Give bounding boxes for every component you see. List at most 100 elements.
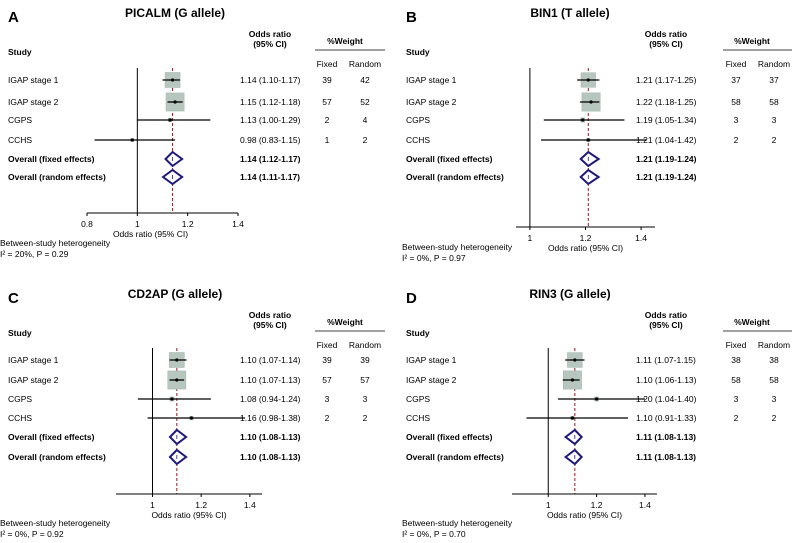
- odds-ratio-value: 1.13 (1.00-1.29): [240, 115, 301, 125]
- weight-header: %Weight: [327, 36, 363, 46]
- fixed-weight: 3: [734, 115, 739, 125]
- weight-header: %Weight: [734, 36, 770, 46]
- odds-ratio-value: 1.10 (1.06-1.13): [636, 375, 697, 385]
- point-estimate: [570, 378, 575, 382]
- fixed-header: Fixed: [317, 59, 338, 69]
- odds-ratio-value: 1.11 (1.07-1.15): [636, 355, 696, 365]
- x-tick-label: 1.2: [591, 500, 603, 510]
- heterogeneity-stats: I² = 0%, P = 0.70: [402, 529, 466, 539]
- odds-ratio-value: 1.21 (1.19-1.24): [636, 172, 697, 182]
- random-header: Random: [349, 340, 381, 350]
- heterogeneity-stats: I² = 0%, P = 0.92: [0, 529, 64, 539]
- random-weight: 2: [363, 135, 368, 145]
- odds-ratio-value: 1.10 (1.07-1.13): [240, 375, 301, 385]
- random-weight: 57: [360, 375, 370, 385]
- fixed-weight: 57: [322, 97, 332, 107]
- point-estimate: [170, 397, 174, 401]
- fixed-weight: 3: [325, 394, 330, 404]
- x-tick-label: 1.2: [195, 500, 207, 510]
- panel-title: CD2AP (G allele): [128, 287, 222, 301]
- panel-letter: A: [8, 9, 19, 26]
- study-label: IGAP stage 2: [8, 97, 59, 107]
- study-label: CGPS: [8, 394, 32, 404]
- ci-header: (95% CI): [649, 39, 683, 49]
- odds-ratio-value: 1.21 (1.17-1.25): [636, 75, 697, 85]
- heterogeneity-stats: I² = 0%, P = 0.97: [402, 253, 466, 263]
- x-tick-label: 0.8: [81, 219, 93, 229]
- random-weight: 2: [363, 413, 368, 423]
- odds-ratio-value: 1.10 (1.07-1.14): [240, 355, 301, 365]
- random-weight: 58: [769, 97, 779, 107]
- weight-header: %Weight: [327, 317, 363, 327]
- x-tick-label: 1: [546, 500, 551, 510]
- panel-b: B BIN1 (T allele) Study Odds ratio(95% CI)%…: [402, 6, 792, 263]
- fixed-weight: 1: [325, 135, 330, 145]
- odds-ratio-value: 1.11 (1.08-1.13): [636, 432, 696, 442]
- odds-ratio-value: 1.11 (1.08-1.13): [636, 452, 696, 462]
- study-label: IGAP stage 1: [8, 355, 59, 365]
- point-estimate: [170, 78, 175, 82]
- ci-header: (95% CI): [253, 39, 287, 49]
- point-estimate: [586, 78, 590, 82]
- random-weight: 52: [360, 97, 370, 107]
- odds-ratio-value: 1.20 (1.04-1.40): [636, 394, 697, 404]
- fixed-weight: 58: [731, 97, 741, 107]
- study-label: CGPS: [406, 115, 430, 125]
- fixed-weight: 2: [325, 115, 330, 125]
- x-axis-label: Odds ratio (95% CI): [113, 229, 188, 239]
- random-weight: 42: [360, 75, 370, 85]
- study-label: IGAP stage 1: [406, 75, 457, 85]
- fixed-weight: 39: [322, 75, 332, 85]
- point-estimate: [581, 118, 585, 122]
- overall-diamond: [168, 448, 188, 466]
- fixed-weight: 39: [322, 355, 332, 365]
- random-header: Random: [349, 59, 381, 69]
- overall-diamond: [579, 150, 601, 168]
- x-tick-label: 1.4: [639, 500, 651, 510]
- heterogeneity-stats: I² = 20%, P = 0.29: [0, 249, 69, 259]
- study-label: Overall (random effects): [8, 172, 106, 182]
- x-tick-label: 1: [150, 500, 155, 510]
- heterogeneity-label: Between-study heterogeneity: [402, 242, 513, 252]
- x-tick-label: 1.4: [244, 500, 256, 510]
- random-weight: 2: [772, 413, 777, 423]
- random-header: Random: [758, 340, 790, 350]
- odds-ratio-value: 1.19 (1.05-1.34): [636, 115, 697, 125]
- overall-diamond: [168, 428, 188, 446]
- panel-title: RIN3 (G allele): [529, 287, 610, 301]
- fixed-weight: 2: [325, 413, 330, 423]
- study-label: Overall (random effects): [406, 452, 504, 462]
- study-label: Overall (fixed effects): [406, 432, 493, 442]
- panel-letter: C: [8, 290, 19, 307]
- odds-ratio-value: 1.14 (1.11-1.17): [240, 172, 300, 182]
- point-estimate: [189, 416, 194, 420]
- x-tick-label: 1.2: [182, 219, 194, 229]
- study-label: CCHS: [8, 135, 32, 145]
- x-axis-label: Odds ratio (95% CI): [548, 243, 623, 253]
- study-label: IGAP stage 1: [8, 75, 59, 85]
- fixed-weight: 37: [731, 75, 741, 85]
- random-weight: 58: [769, 375, 779, 385]
- odds-ratio-value: 1.08 (0.94-1.24): [240, 394, 301, 404]
- panel-letter: D: [406, 290, 417, 307]
- study-label: Overall (fixed effects): [8, 154, 95, 164]
- study-label: CCHS: [406, 135, 430, 145]
- study-label: Overall (fixed effects): [8, 432, 95, 442]
- weight-header: %Weight: [734, 317, 770, 327]
- study-label: Overall (random effects): [406, 172, 504, 182]
- odds-ratio-value: 1.15 (1.12-1.18): [240, 97, 301, 107]
- study-label: IGAP stage 2: [406, 375, 457, 385]
- study-header: Study: [406, 328, 430, 338]
- study-label: Overall (fixed effects): [406, 154, 493, 164]
- point-estimate: [168, 118, 172, 122]
- study-header: Study: [406, 47, 430, 57]
- study-label: CCHS: [8, 413, 32, 423]
- point-estimate: [175, 378, 179, 382]
- x-tick-label: 1.4: [635, 233, 647, 243]
- study-header: Study: [8, 328, 32, 338]
- overall-diamond: [164, 150, 184, 168]
- odds-ratio-value: 1.21 (1.04-1.42): [636, 135, 697, 145]
- odds-ratio-value: 1.14 (1.10-1.17): [240, 75, 301, 85]
- ci-header: (95% CI): [649, 320, 683, 330]
- ci-header: (95% CI): [253, 320, 287, 330]
